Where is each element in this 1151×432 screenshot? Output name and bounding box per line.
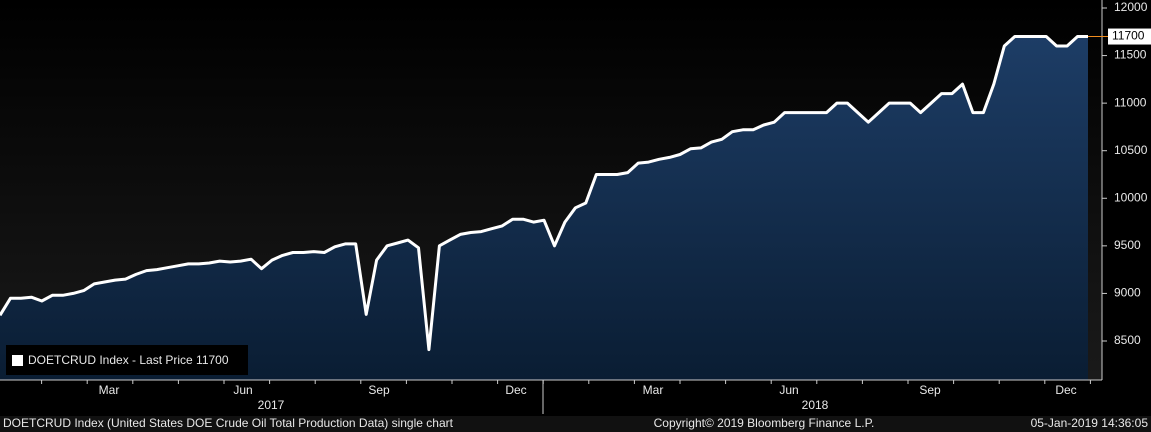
last-price-box [1108, 28, 1151, 45]
footer-bar [0, 416, 1151, 432]
footer-left: DOETCRUD Index (United States DOE Crude … [3, 416, 454, 430]
year-label: 2018 [802, 398, 829, 412]
y-tick-label: 9000 [1114, 286, 1141, 300]
x-tick-label: Jun [779, 383, 798, 397]
legend-box [6, 345, 248, 375]
x-tick-label: Dec [1055, 383, 1076, 397]
legend-swatch [12, 355, 23, 366]
year-label: 2017 [258, 398, 285, 412]
x-tick-label: Mar [643, 383, 664, 397]
x-tick-label: Dec [505, 383, 526, 397]
y-tick-label: 9500 [1114, 238, 1141, 252]
y-tick-label: 11500 [1114, 48, 1147, 62]
x-tick-label: Mar [99, 383, 120, 397]
area [0, 36, 1088, 380]
y-tick-label: 10000 [1114, 190, 1148, 204]
y-tick-label: 10500 [1114, 143, 1148, 157]
x-tick-label: Sep [368, 383, 390, 397]
legend-label: DOETCRUD Index - Last Price 11700 [28, 353, 229, 367]
line [0, 35, 1088, 352]
y-tick-label: 12000 [1114, 0, 1148, 14]
footer-center: Copyright© 2019 Bloomberg Finance L.P. [654, 416, 875, 430]
y-tick-label: 11000 [1114, 95, 1147, 109]
last-price-label: 11700 [1112, 29, 1145, 43]
y-tick-label: 8500 [1114, 333, 1141, 347]
x-tick-label: Sep [919, 383, 941, 397]
footer-right: 05-Jan-2019 14:36:05 [1031, 416, 1149, 430]
x-tick-label: Jun [233, 383, 252, 397]
